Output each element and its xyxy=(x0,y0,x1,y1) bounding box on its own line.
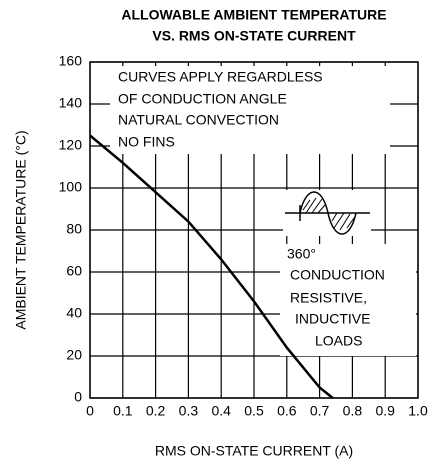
x-tick-label: 0.2 xyxy=(146,403,166,419)
x-tick-label: 0.3 xyxy=(179,403,199,419)
annotation: NATURAL CONVECTION xyxy=(118,112,279,128)
annotation: LOADS xyxy=(315,333,362,349)
x-tick-label: 0.7 xyxy=(310,403,330,419)
y-tick-label: 0 xyxy=(74,389,82,405)
x-tick-label: 0.5 xyxy=(244,403,264,419)
x-tick-label: 0.6 xyxy=(277,403,297,419)
note-box xyxy=(280,244,416,356)
x-tick-label: 1.0 xyxy=(408,403,428,419)
y-tick-label: 20 xyxy=(66,347,82,363)
plot-frame xyxy=(89,61,419,399)
annotation: RESISTIVE, xyxy=(290,290,367,306)
y-tick-label: 100 xyxy=(59,179,83,195)
x-axis-label: RMS ON-STATE CURRENT (A) xyxy=(155,443,353,459)
annotation: INDUCTIVE xyxy=(295,311,370,327)
annotation: OF CONDUCTION ANGLE xyxy=(118,91,287,107)
x-tick-label: 0.9 xyxy=(375,403,395,419)
y-tick-label: 60 xyxy=(66,263,82,279)
note-box xyxy=(110,66,390,154)
annotation: 360° xyxy=(287,246,316,262)
x-tick-label: 0.1 xyxy=(113,403,133,419)
annotation: NO FINS xyxy=(118,134,175,150)
annotation: CURVES APPLY REGARDLESS xyxy=(118,69,323,85)
curve xyxy=(89,134,334,399)
y-tick-label: 140 xyxy=(59,95,83,111)
x-tick-label: 0 xyxy=(86,403,94,419)
y-tick-label: 120 xyxy=(59,137,83,153)
x-tick-label: 0.8 xyxy=(343,403,363,419)
y-axis-label: AMBIENT TEMPERATURE (°C) xyxy=(13,130,29,329)
y-tick-label: 80 xyxy=(66,221,82,237)
sine-icon xyxy=(285,191,370,235)
y-tick-label: 160 xyxy=(59,53,83,69)
chart-title: ALLOWABLE AMBIENT TEMPERATURE xyxy=(121,7,386,23)
x-tick-label: 0.4 xyxy=(211,403,231,419)
annotation: CONDUCTION xyxy=(290,267,385,283)
y-tick-label: 40 xyxy=(66,305,82,321)
chart-title: VS. RMS ON-STATE CURRENT xyxy=(152,28,356,44)
